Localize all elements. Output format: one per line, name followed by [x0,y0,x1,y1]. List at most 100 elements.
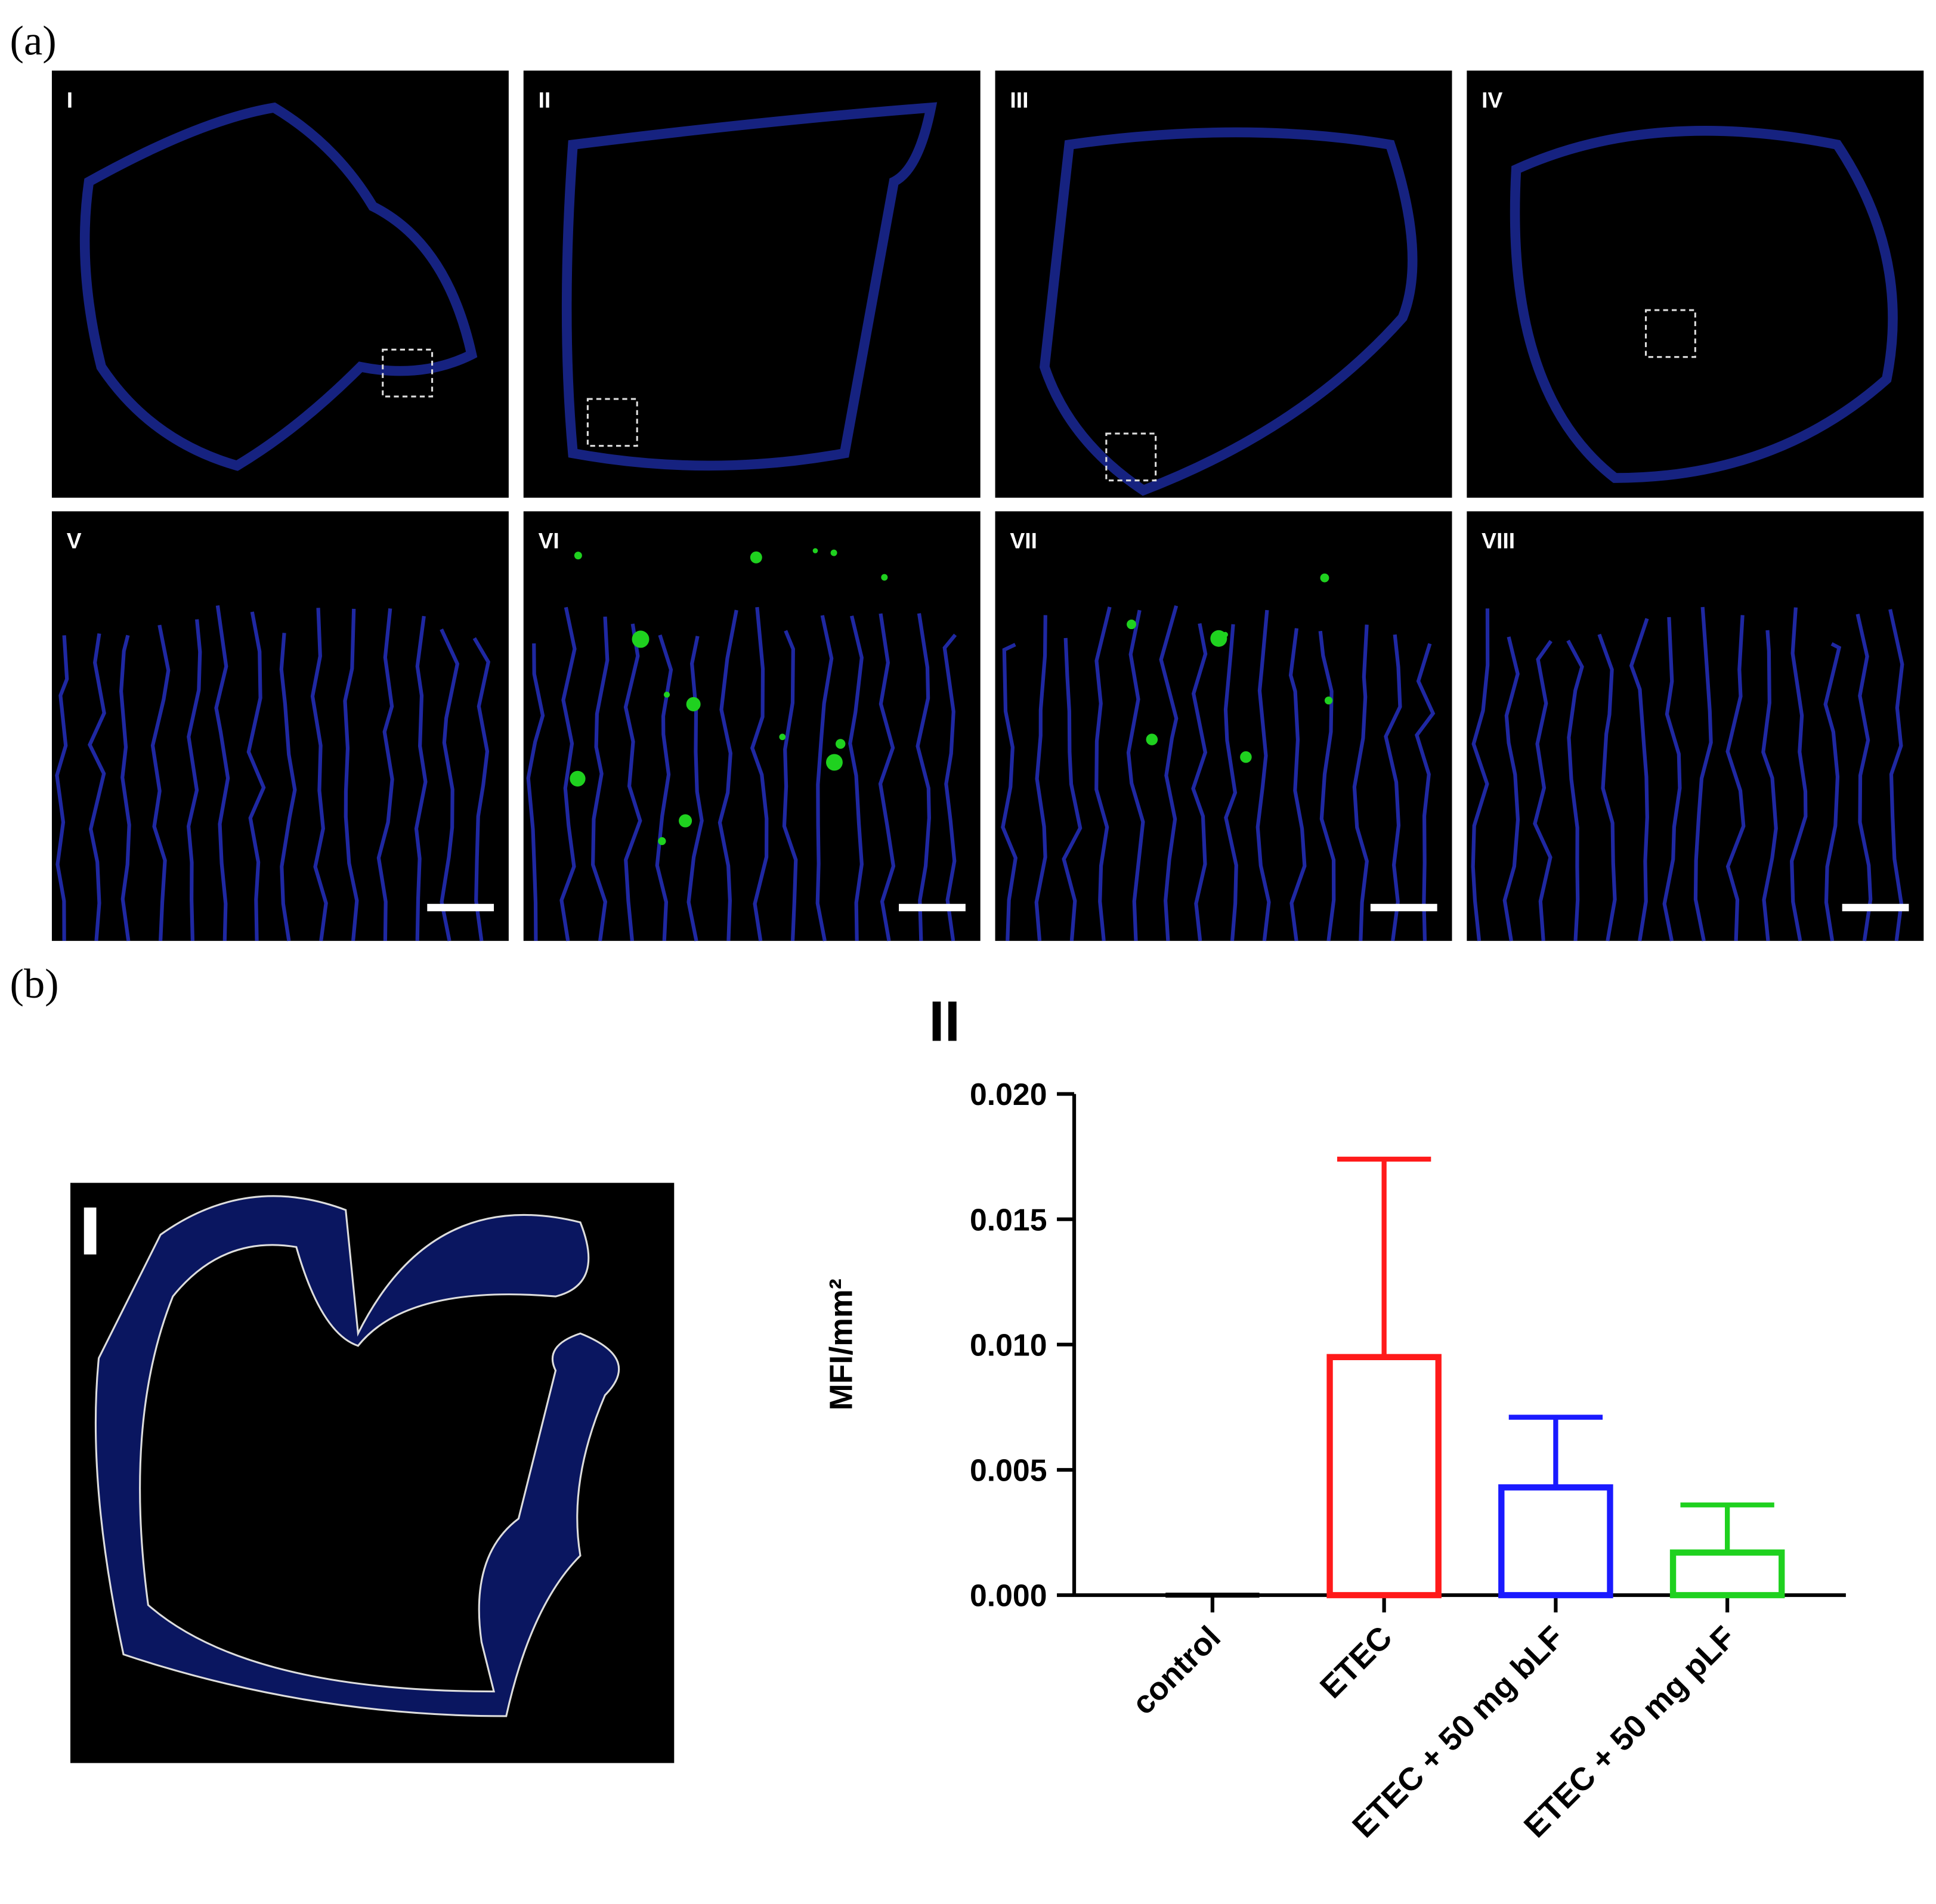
signal [812,548,818,553]
signal [825,754,843,771]
villus [623,623,642,942]
panel-label: II [539,88,551,113]
tissue-outline [79,102,478,471]
villus [440,628,460,942]
micrograph [523,511,981,941]
villus [1001,643,1018,941]
y-tick-label: 0.000 [970,1578,1047,1613]
villus [1255,609,1271,942]
panel-label: I [67,88,73,113]
y-tick-label: 0.005 [970,1453,1047,1488]
villus [1725,615,1746,941]
villus [119,634,131,942]
signal [1320,573,1329,583]
bar [1326,1354,1442,1599]
signal [835,739,846,749]
micrograph [523,70,981,498]
villus [1352,624,1369,941]
villus [848,615,864,941]
inset-box [1105,432,1157,482]
micrograph [51,70,509,498]
tissue-outline [1510,126,1898,483]
villus [55,635,69,941]
signal [881,574,888,581]
villus [1191,623,1208,942]
panel-label: VI [539,528,559,553]
villus [590,616,610,942]
figure-label: (b) [10,961,59,1007]
villus [414,615,428,941]
bar [1498,1484,1613,1599]
error-bar [1680,1502,1774,1553]
scale-bar [1370,903,1437,912]
tissue-outline [561,102,938,471]
villus [1094,606,1112,942]
signal [1127,620,1137,630]
villus [1693,606,1713,942]
villus [1034,615,1047,942]
villus [1888,609,1904,942]
villus [1629,618,1649,942]
villus [526,643,545,941]
x-tick-label: control [1125,1620,1227,1722]
signal [632,630,650,648]
tissue-outline [1039,127,1418,496]
villus [1662,617,1682,942]
villus [1126,609,1145,941]
micrograph [995,511,1452,941]
villus [376,608,394,941]
villus [655,634,673,942]
error-bar [1508,1414,1603,1488]
signal [663,691,670,698]
villus [1288,628,1307,942]
y-tick-label: 0.010 [970,1327,1047,1362]
villus [718,609,738,941]
villus [310,608,328,942]
villus [1823,642,1842,942]
micrograph [1467,70,1924,498]
villus [472,637,491,942]
signal [1324,696,1333,705]
x-tick-label: ETEC [1313,1620,1399,1705]
signal [570,770,586,787]
panel-label: V [67,528,82,553]
chart-title: II [929,990,960,1054]
villus [1790,607,1808,942]
villus [343,608,359,942]
signal [779,733,786,741]
villus [559,606,577,942]
villus [686,636,704,942]
villus [1855,614,1873,942]
villus [942,633,957,942]
y-axis-label: MFI/mm² [823,1278,859,1410]
villus [1062,637,1083,942]
signal [1240,751,1252,763]
chart: II MFI/mm² 0.000 0.005 0.010 0.015 0.020 contro… [823,990,1846,1844]
error-bar [1337,1156,1431,1357]
scale-bar [1842,903,1909,912]
villus [279,633,297,942]
y-tick-label: 0.020 [970,1077,1047,1112]
y-tick-label: 0.015 [970,1202,1047,1237]
inset-box [586,398,638,447]
panel-label: IV [1482,88,1502,113]
villus [1533,640,1552,942]
villus [916,613,931,941]
inset-box [382,348,434,398]
villus [782,630,798,942]
panel-label: III [1010,88,1028,113]
signal [1222,631,1228,637]
signal [830,549,837,556]
villus [1159,605,1179,942]
villus [750,606,769,942]
villus [1502,636,1520,942]
scale-bar [899,903,966,912]
signal [574,552,582,560]
signal [658,837,666,846]
villus [214,605,230,941]
villus [1566,639,1584,942]
signal [686,696,701,711]
